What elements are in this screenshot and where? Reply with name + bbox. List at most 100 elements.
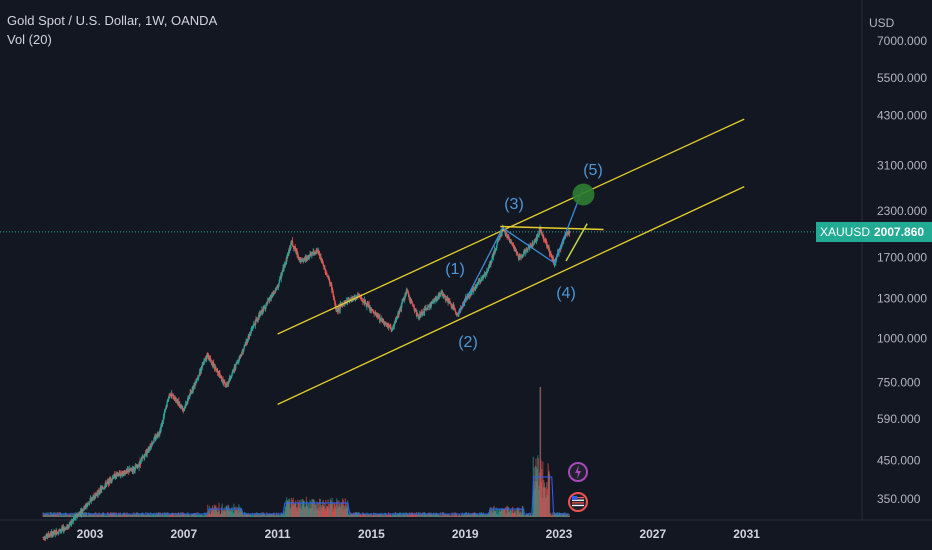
candle-body <box>491 259 493 263</box>
candle-body <box>201 364 203 368</box>
candle-body <box>308 256 311 258</box>
wave-label[interactable]: (1) <box>445 261 465 278</box>
candle-body <box>160 425 162 428</box>
price-tick-label: 5500.000 <box>877 71 927 85</box>
candle-body <box>170 395 172 397</box>
us-flag-icon[interactable] <box>568 492 588 512</box>
candle-body <box>114 474 116 479</box>
candle-body <box>89 500 91 502</box>
candle-body <box>454 309 456 311</box>
resistance-line[interactable] <box>500 225 604 231</box>
candle-body <box>455 312 458 315</box>
volume-bar <box>376 514 378 517</box>
flag-canton <box>572 496 577 500</box>
currency-label: USD <box>869 16 895 30</box>
candle-body <box>524 251 526 253</box>
candle-body <box>335 309 337 311</box>
candle-body <box>511 242 513 244</box>
volume-bar <box>180 513 183 517</box>
candle-body <box>97 491 99 496</box>
volume-bar <box>332 502 334 517</box>
price-tick-label: 350.000 <box>877 492 921 506</box>
candle-body <box>374 312 377 316</box>
candle-body <box>239 354 242 357</box>
volume-bar <box>197 512 199 517</box>
elliott-wave-path[interactable] <box>457 189 584 315</box>
candle-body <box>230 375 233 378</box>
volume-bar <box>452 514 454 517</box>
wave-label[interactable]: (4) <box>556 285 576 302</box>
candle-body <box>401 301 403 305</box>
time-tick-label: 2007 <box>170 527 197 541</box>
candle-body <box>225 386 227 388</box>
candle-body <box>456 313 459 316</box>
candle-body <box>536 236 539 240</box>
candle-body <box>488 264 491 268</box>
candle-body <box>249 331 251 336</box>
candle-body <box>348 297 350 300</box>
symbol-title[interactable]: Gold Spot / U.S. Dollar, 1W, OANDA <box>7 13 218 28</box>
candle-body <box>44 538 47 540</box>
candle-body <box>59 528 61 532</box>
candle-body <box>175 400 178 401</box>
candle-body <box>100 488 102 489</box>
projection-line[interactable] <box>565 223 588 262</box>
candle-body <box>124 471 127 474</box>
flag-stripe <box>572 497 584 499</box>
candle-body <box>46 536 49 538</box>
volume-bar <box>256 512 258 517</box>
candle-body <box>332 294 335 298</box>
candle-body <box>309 253 311 257</box>
candle-body <box>415 309 417 311</box>
wave-label[interactable]: (5) <box>583 162 603 179</box>
candle-body <box>411 302 413 304</box>
price-tick-label: 3100.000 <box>877 159 927 173</box>
candle-body <box>538 230 540 235</box>
candle-body <box>367 304 369 305</box>
candle-body <box>418 315 420 319</box>
candle-body <box>429 304 432 307</box>
candle-body <box>167 397 170 402</box>
candle-body <box>234 363 237 369</box>
candle-body <box>58 529 61 531</box>
volume-ma-line <box>43 476 568 515</box>
wave-label[interactable]: (2) <box>458 334 478 351</box>
candle-body <box>430 305 432 307</box>
candle-body <box>231 370 234 373</box>
candle-body <box>293 247 295 249</box>
candle-body <box>195 381 198 383</box>
candle-body <box>259 312 262 316</box>
candle-body <box>498 238 500 241</box>
volume-bar <box>149 512 152 517</box>
candle-body <box>114 477 116 479</box>
volume-bar <box>470 512 472 517</box>
time-tick-label: 2027 <box>639 527 666 541</box>
candle-body <box>182 408 185 410</box>
volume-bar <box>188 513 190 517</box>
volume-indicator-label[interactable]: Vol (20) <box>7 32 52 47</box>
candle-body <box>243 348 245 352</box>
wave-label[interactable]: (3) <box>504 196 524 213</box>
channel-lower-line[interactable] <box>277 186 745 405</box>
candle-body <box>103 487 106 489</box>
candle-body <box>434 298 436 301</box>
candle-body <box>251 328 254 330</box>
volume-bar <box>136 512 138 517</box>
candle-body <box>50 532 52 536</box>
candle-body <box>439 294 442 296</box>
candle-body <box>321 259 323 262</box>
candle-body <box>316 249 318 251</box>
candle-body <box>385 322 387 325</box>
candle-body <box>96 493 98 495</box>
candle-body <box>224 382 226 383</box>
candle-body <box>128 469 130 472</box>
candle-body <box>520 256 523 258</box>
candle-body <box>347 298 349 302</box>
candle-body <box>198 372 201 375</box>
candle-body <box>105 484 107 487</box>
target-circle[interactable] <box>572 183 595 206</box>
candle-body <box>508 236 510 240</box>
candle-body <box>513 245 515 248</box>
candle-body <box>172 395 175 399</box>
